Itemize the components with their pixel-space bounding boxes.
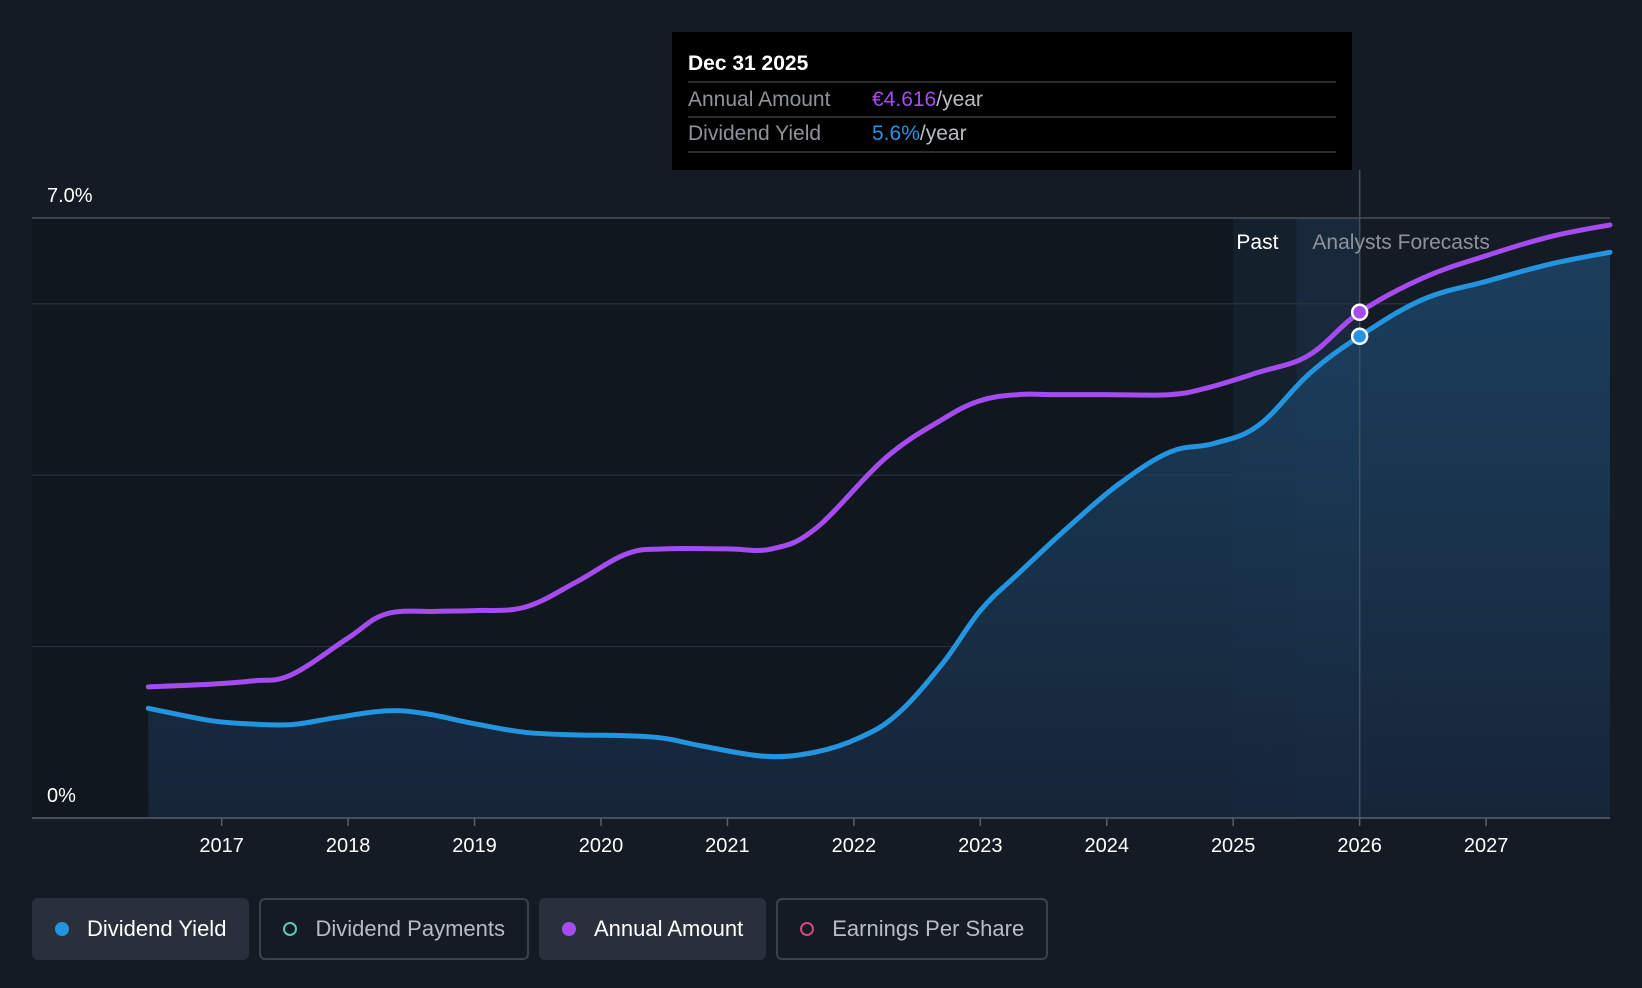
annual-amount-marker [1350,303,1369,322]
tooltip-annual-label: Annual Amount [688,88,831,111]
tooltip-dividend-yield: 5.6% [872,122,920,145]
x-tick-label: 2021 [705,835,750,857]
legend: Dividend Yield Dividend Payments Annual … [32,898,1049,960]
x-tick-label: 2022 [832,835,877,857]
legend-label: Dividend Yield [87,916,227,941]
x-tick-label: 2023 [958,835,1003,857]
x-tick-label: 2020 [579,835,624,857]
y-axis-label-max: 7.0% [47,185,93,207]
x-tick-label: 2025 [1211,835,1256,857]
dividend-yield-line[interactable] [145,249,1613,760]
legend-dividend-yield[interactable]: Dividend Yield [32,898,250,960]
x-tick-label: 2018 [326,835,371,857]
legend-annual-amount[interactable]: Annual Amount [538,898,767,960]
dividend-yield-area [148,252,1610,819]
annual-amount-line[interactable] [145,222,1613,690]
annual-amount-dot-icon [561,922,576,936]
tooltip-date: Dec 31 2025 [688,52,809,75]
tooltip-yield-value: 5.6%/year [872,122,967,145]
tooltip-annual-amount: €4.616 [872,88,936,111]
legend-label: Dividend Payments [315,916,505,941]
tooltip-yield-suffix: /year [920,122,967,145]
x-tick-label: 2024 [1085,835,1130,857]
x-tick-label: 2017 [199,835,244,857]
legend-label: Annual Amount [593,916,744,941]
x-tick-label: 2027 [1464,835,1509,857]
legend-dividend-payments[interactable]: Dividend Payments [259,898,529,960]
dividend-yield-dot-icon [55,922,69,936]
x-tick-label: 2019 [452,835,497,857]
past-region-label: Past [1236,231,1278,254]
x-axis-ticks: 2017 2018 2019 2020 2021 2022 2023 2024 2025 2026… [199,818,1508,857]
dividend-yield-marker [1350,327,1369,346]
legend-label: Earnings Per Share [832,916,1025,941]
tooltip: Dec 31 2025 Annual Amount €4.616/year Di… [672,32,1352,170]
tooltip-annual-value: €4.616/year [872,88,983,111]
forecast-region-label: Analysts Forecasts [1312,231,1489,254]
tooltip-yield-label: Dividend Yield [688,122,821,145]
x-tick-label: 2026 [1337,835,1382,857]
tooltip-annual-suffix: /year [936,88,983,111]
dividend-payments-ring-icon [283,922,298,936]
hover-markers [1350,303,1369,346]
earnings-per-share-ring-icon [800,922,815,936]
y-axis-label-min: 0% [47,785,76,807]
legend-earnings-per-share[interactable]: Earnings Per Share [776,898,1049,960]
